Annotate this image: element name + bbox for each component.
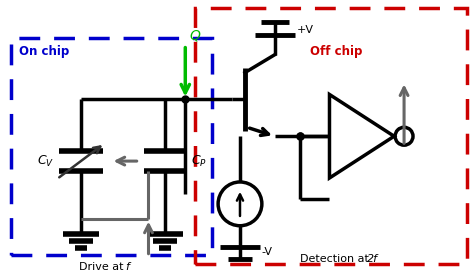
Text: -V: -V bbox=[262, 247, 273, 256]
Text: Drive at: Drive at bbox=[79, 261, 127, 272]
Text: Off chip: Off chip bbox=[310, 45, 362, 58]
Bar bbox=[11, 38, 212, 255]
Text: 2f: 2f bbox=[367, 253, 378, 264]
Text: On chip: On chip bbox=[19, 45, 70, 58]
Text: $C_V$: $C_V$ bbox=[37, 153, 55, 169]
Text: Detection at: Detection at bbox=[300, 253, 372, 264]
Text: +V: +V bbox=[297, 25, 314, 35]
Text: Q: Q bbox=[189, 29, 200, 43]
Text: $C_P$: $C_P$ bbox=[191, 153, 207, 169]
Text: f: f bbox=[126, 261, 129, 272]
Bar bbox=[195, 8, 467, 264]
